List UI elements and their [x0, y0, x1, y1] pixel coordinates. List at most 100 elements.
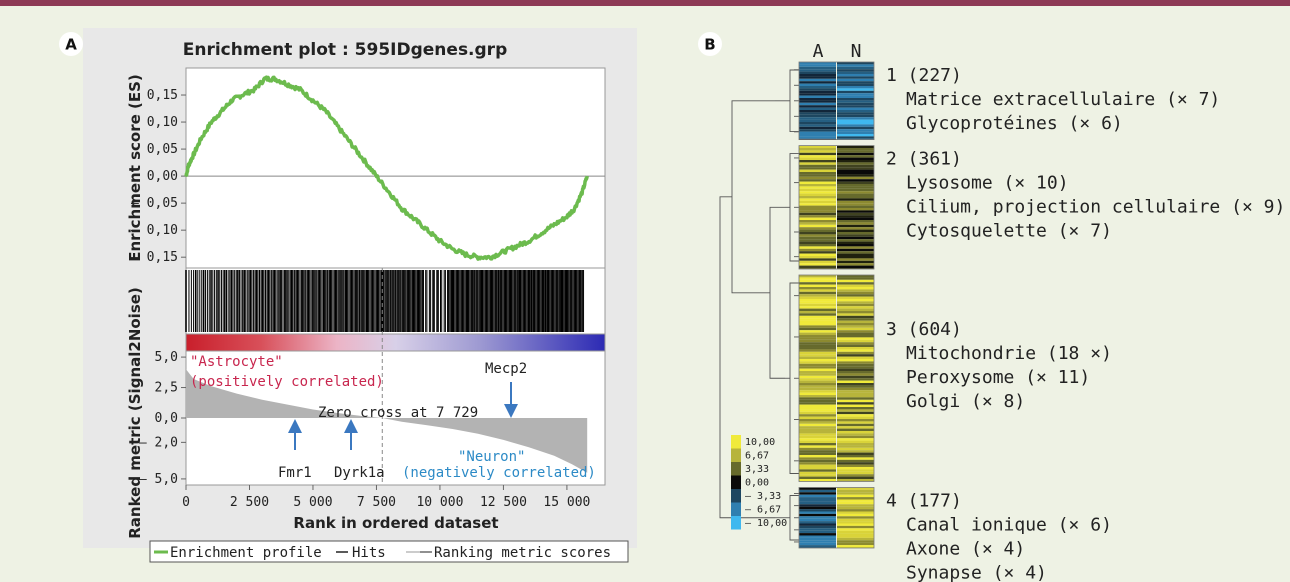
- heatmap-cell: [837, 88, 874, 91]
- cluster-term: Cilium, projection cellulaire (× 9): [906, 197, 1285, 218]
- heatmap-cell: [837, 447, 874, 451]
- dendrogram: [719, 69, 799, 543]
- heatmap-cell: [799, 450, 836, 453]
- heatmap-cell: [799, 440, 836, 444]
- heatmap-cell: [837, 265, 874, 269]
- heatmap-cell: [799, 220, 836, 223]
- heatmap-cell: [837, 124, 874, 127]
- heatmap-cell: [799, 294, 836, 297]
- heatmap-cell: [799, 174, 836, 177]
- heatmap-cell: [837, 375, 874, 379]
- heatmap-cell: [837, 356, 874, 360]
- heatmap-cell: [799, 426, 836, 429]
- heatmap-cell: [799, 421, 836, 424]
- heatmap-cell: [837, 131, 874, 134]
- scale-label: 10,00: [745, 437, 775, 448]
- heatmap-cell: [837, 525, 874, 529]
- heatmap-cell: [799, 160, 836, 163]
- scale-label: 6,67: [745, 451, 769, 462]
- heatmap-cell: [799, 74, 836, 77]
- heatmap-cell: [799, 129, 836, 132]
- heatmap-cell: [799, 162, 836, 165]
- heatmap-cell: [837, 303, 874, 307]
- heatmap-cell: [799, 239, 836, 242]
- heatmap-cell: [837, 93, 874, 96]
- heatmap-cell: [799, 542, 836, 546]
- heatmap-cell: [799, 339, 836, 343]
- heatmap-cell: [799, 217, 836, 221]
- heatmap-cell: [837, 205, 874, 209]
- heatmap-cell: [837, 474, 874, 477]
- heatmap-cell: [799, 83, 836, 86]
- heatmap-cell: [799, 361, 836, 364]
- gsea-title: Enrichment plot : 595IDgenes.grp: [183, 40, 508, 60]
- heatmap-cell: [799, 119, 836, 122]
- heatmap-cell: [837, 469, 874, 472]
- metric-axis-label: Ranked metric (Signal2Noise): [126, 287, 144, 539]
- es-tick-label: – 0,05: [131, 196, 178, 211]
- heatmap-cell: [799, 110, 836, 113]
- heatmap-cell: [837, 323, 874, 326]
- heatmap-cell: [837, 476, 874, 480]
- zero-cross-label: Zero cross at 7 729: [318, 405, 478, 421]
- heatmap-cell: [799, 428, 836, 432]
- heatmap-cell: [799, 246, 836, 249]
- cluster-header: 4 (177): [886, 490, 962, 511]
- heatmap-cell: [837, 71, 874, 74]
- es-tick-label: 0,15: [147, 88, 178, 103]
- heatmap-cell: [837, 64, 874, 67]
- heatmap-cell: [837, 222, 874, 225]
- heatmap-cell: [837, 399, 874, 403]
- heatmap-cell: [799, 229, 836, 233]
- panel-b-letter-badge: [698, 32, 722, 56]
- heatmap-cell: [837, 110, 874, 113]
- heatmap-cell: [799, 155, 836, 158]
- heatmap-cell: [799, 265, 836, 269]
- heatmap-cell: [837, 315, 874, 319]
- heatmap-cell: [837, 320, 874, 324]
- heatmap-cell: [837, 246, 874, 249]
- heatmap-cell: [837, 392, 874, 396]
- heatmap-cell: [799, 323, 836, 326]
- heatmap-cell: [837, 378, 874, 381]
- heatmap-cell: [837, 395, 874, 398]
- heatmap-cell: [799, 224, 836, 228]
- heatmap-cell: [837, 136, 874, 139]
- heatmap-cell: [799, 359, 836, 362]
- heatmap-cell: [837, 494, 874, 498]
- scale-label: – 3,33: [745, 491, 781, 502]
- x-axis-label: Rank in ordered dataset: [293, 514, 498, 532]
- heatmap-cell: [799, 373, 836, 376]
- heatmap-cell: [799, 107, 836, 110]
- heatmap-cell: [799, 445, 836, 448]
- heatmap-cell: [837, 344, 874, 348]
- heatmap-cell: [799, 545, 836, 548]
- heatmap-cell: [799, 471, 836, 475]
- heatmap-cell: [837, 107, 874, 110]
- heatmap-cell: [799, 196, 836, 199]
- legend-ranking-metric: Ranking metric scores: [434, 545, 611, 561]
- heatmap-cell: [799, 423, 836, 427]
- heatmap-cell: [799, 402, 836, 405]
- heatmap-cell: [799, 462, 836, 465]
- heatmap-cell: [837, 363, 874, 367]
- heatmap-cell: [837, 260, 874, 264]
- heatmap-cell: [799, 232, 836, 235]
- heatmap-cell: [837, 248, 874, 252]
- heatmap-cell: [799, 95, 836, 98]
- heatmap-cell: [799, 409, 836, 412]
- heatmap-cell: [837, 229, 874, 233]
- heatmap-cell: [799, 383, 836, 386]
- cluster-term: Mitochondrie (18 ×): [906, 343, 1112, 364]
- gsea-legend: [149, 540, 629, 563]
- heatmap-cell: [837, 155, 874, 158]
- heatmap-cell: [799, 236, 836, 240]
- heatmap-cell: [837, 105, 874, 108]
- metric-tick-label: 0,0: [155, 411, 178, 426]
- ranking-color-bar: [185, 333, 606, 352]
- heatmap-cell: [837, 268, 874, 270]
- heatmap-cell: [837, 506, 874, 510]
- heatmap-cell: [837, 167, 874, 170]
- heatmap-cell: [837, 200, 874, 204]
- heatmap-cell: [799, 256, 836, 259]
